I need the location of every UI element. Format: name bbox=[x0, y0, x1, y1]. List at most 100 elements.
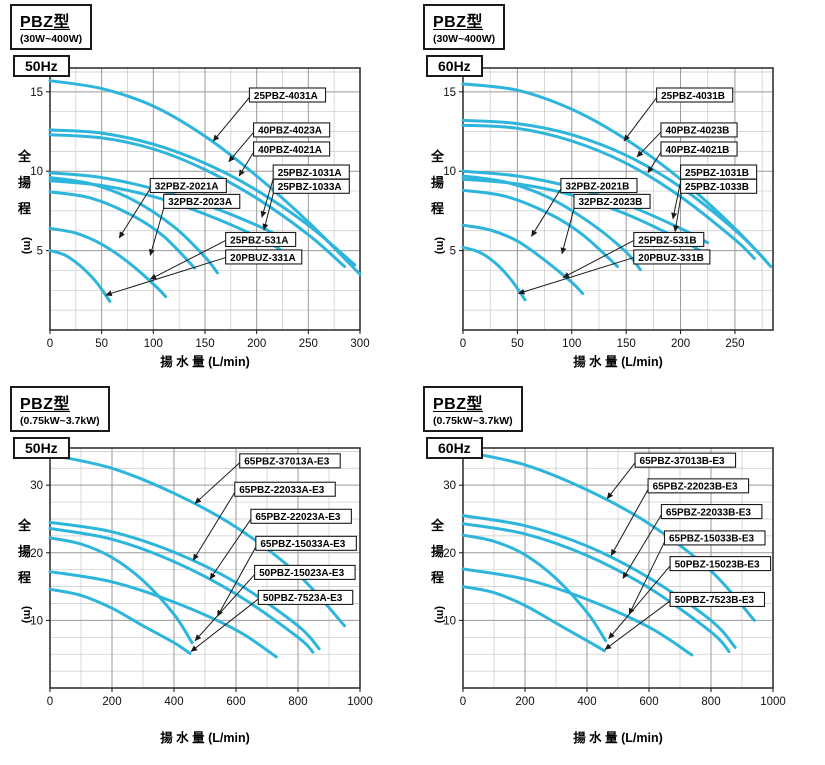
curve-label-box bbox=[660, 503, 763, 520]
x-tick-label: 400 bbox=[164, 696, 183, 708]
curve-label-box bbox=[272, 178, 350, 194]
y-axis-title-char: 揚 bbox=[431, 175, 444, 190]
curve-label: 25PBZ-1033B bbox=[685, 182, 749, 193]
y-axis-unit: (m) bbox=[434, 606, 446, 623]
curve-65PBZ-22033B-E3 bbox=[461, 522, 731, 653]
curve-label: 65PBZ-22023A-E3 bbox=[255, 512, 340, 523]
y-tick-label: 5 bbox=[37, 246, 43, 258]
leader-line bbox=[148, 201, 167, 256]
curve-40PBZ-4021B bbox=[461, 123, 756, 260]
curve-label-box bbox=[255, 535, 357, 551]
curve-32PBZ-2023B bbox=[461, 188, 619, 268]
frequency-badge: 50Hz bbox=[13, 437, 70, 459]
curve-label: 50PBZ-7523B-E3 bbox=[675, 595, 755, 606]
curve-65PBZ-22033A-E3 bbox=[48, 520, 321, 651]
curve-label-box bbox=[253, 122, 331, 138]
curve-label-box bbox=[633, 249, 711, 265]
series-title: PBZ型 bbox=[433, 14, 484, 31]
y-axis-title-char: 程 bbox=[431, 570, 444, 585]
x-tick-label: 50 bbox=[95, 338, 108, 350]
curve-40PBZ-4023B bbox=[461, 118, 767, 262]
curve-label-box bbox=[225, 231, 297, 248]
curve-label-box bbox=[660, 141, 738, 157]
y-axis-unit: (m) bbox=[434, 237, 446, 254]
x-tick-label: 800 bbox=[701, 696, 720, 708]
curve-label-box bbox=[669, 556, 772, 572]
curve-label: 65PBZ-15033B-E3 bbox=[669, 534, 754, 545]
curve-label: 65PBZ-37013B-E3 bbox=[640, 456, 725, 467]
curve-label: 40PBZ-4021B bbox=[665, 145, 729, 156]
curve-label: 65PBZ-22033A-E3 bbox=[239, 485, 324, 496]
curve-50PBZ-7523A-E3 bbox=[48, 587, 192, 655]
curve-label-box bbox=[239, 453, 341, 469]
axis-ticks: 0 200 400 600 800 1000 10 20 30 bbox=[30, 480, 373, 708]
y-axis-title-char: 全 bbox=[17, 149, 32, 164]
curve-label-box bbox=[225, 249, 303, 265]
curve-label: 40PBZ-4021A bbox=[258, 145, 322, 156]
series-title: PBZ型 bbox=[20, 14, 71, 31]
y-axis-title-char: 程 bbox=[18, 570, 31, 585]
pump-curves bbox=[461, 449, 756, 657]
curve-65PBZ-37013B-E3 bbox=[461, 449, 756, 622]
series-title: PBZ型 bbox=[20, 396, 71, 413]
curve-label: 65PBZ-22023B-E3 bbox=[653, 482, 738, 493]
panel-header: PBZ型 (0.75kW~3.7kW) 50Hz bbox=[10, 386, 110, 459]
y-axis-title-char: 全 bbox=[430, 518, 445, 533]
curve-label: 32PBZ-2023B bbox=[578, 197, 642, 208]
curve-label: 25PBZ-531B bbox=[638, 235, 696, 246]
curve-labels: 25PBZ-4031A 40PBZ-4023A 40PBZ-4021A 32PBZ-2… bbox=[105, 87, 350, 297]
curve-label-box bbox=[254, 564, 356, 580]
x-tick-label: 400 bbox=[577, 696, 596, 708]
curve-label-box bbox=[248, 87, 327, 103]
chart-panel-50hz-small: PBZ型 (30W~400W) 50Hz 0 50 100 150 200 250 300 5… bbox=[8, 4, 414, 382]
curve-label: 65PBZ-37013A-E3 bbox=[244, 457, 329, 468]
x-tick-label: 1000 bbox=[760, 696, 786, 708]
y-axis-title-char: 程 bbox=[431, 201, 444, 216]
curve-65PBZ-15033B-E3 bbox=[461, 567, 694, 657]
curve-label-box bbox=[163, 193, 241, 209]
power-range: (0.75kW~3.7kW) bbox=[433, 415, 513, 427]
y-tick-label: 10 bbox=[30, 615, 43, 627]
frequency-badge: 60Hz bbox=[426, 55, 483, 77]
curve-label-box bbox=[634, 452, 737, 468]
curve-labels: 65PBZ-37013B-E3 65PBZ-22023B-E3 65PBZ-2203… bbox=[604, 452, 772, 650]
leader-line bbox=[228, 129, 256, 163]
curve-65PBZ-22023B-E3 bbox=[461, 514, 737, 649]
y-axis-title-char: 全 bbox=[17, 518, 32, 533]
curve-label: 65PBZ-15033A-E3 bbox=[260, 539, 345, 550]
leader-line bbox=[194, 572, 257, 642]
curve-label: 20PBUZ-331A bbox=[230, 253, 296, 264]
frequency-badge: 60Hz bbox=[426, 437, 483, 459]
series-title: PBZ型 bbox=[433, 396, 484, 413]
x-tick-label: 600 bbox=[226, 696, 245, 708]
curve-label-box bbox=[656, 87, 734, 103]
curve-label: 25PBZ-1031B bbox=[685, 168, 749, 179]
curve-40PBZ-4021A bbox=[48, 133, 346, 268]
leader-line bbox=[190, 597, 261, 652]
y-tick-label: 5 bbox=[450, 246, 456, 258]
leader-line bbox=[192, 488, 238, 561]
leader-line bbox=[212, 94, 252, 142]
leader-line bbox=[560, 201, 577, 255]
leader-line bbox=[216, 543, 259, 617]
curve-label: 40PBZ-4023B bbox=[665, 126, 729, 137]
leader-line bbox=[105, 256, 228, 297]
y-axis-title-char: 揚 bbox=[18, 544, 31, 559]
y-axis-unit: (m) bbox=[21, 237, 33, 254]
curve-label: 32PBZ-2021B bbox=[565, 181, 629, 192]
leader-line bbox=[622, 511, 664, 579]
panel-header: PBZ型 (0.75kW~3.7kW) 60Hz bbox=[423, 386, 523, 459]
y-axis-title-char: 程 bbox=[18, 201, 31, 216]
y-axis-title-char: 揚 bbox=[18, 175, 31, 190]
x-tick-label: 800 bbox=[288, 696, 307, 708]
curve-40PBZ-4023A bbox=[48, 128, 357, 267]
curve-label: 50PBZ-15023A-E3 bbox=[259, 568, 344, 579]
curve-label: 40PBZ-4023A bbox=[258, 126, 322, 137]
curve-20PBUZ-331B bbox=[461, 245, 527, 302]
power-range: (30W~400W) bbox=[433, 33, 496, 45]
curve-label: 25PBZ-4031B bbox=[661, 91, 725, 102]
y-axis-title-char: 揚 bbox=[431, 544, 444, 559]
leader-line bbox=[608, 563, 673, 640]
y-axis-unit: (m) bbox=[21, 606, 33, 623]
